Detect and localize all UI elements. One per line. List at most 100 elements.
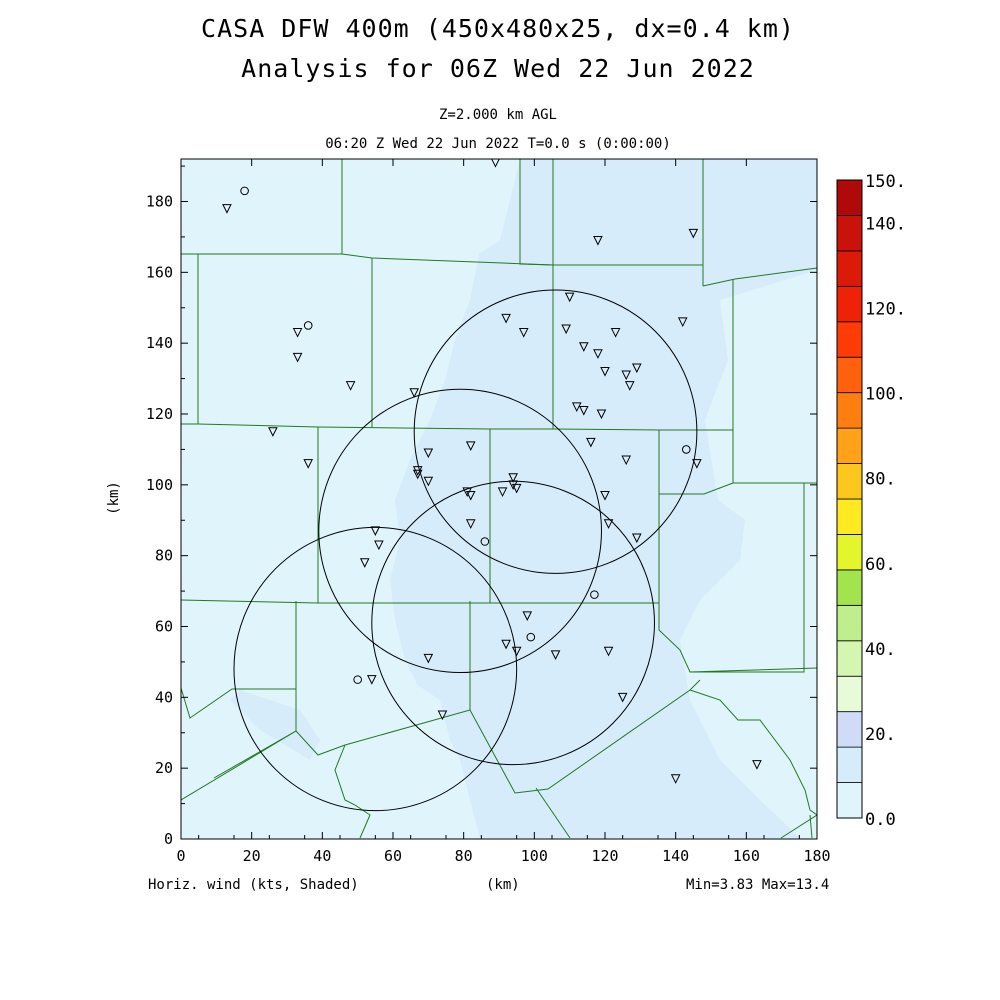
x-axis: 0 20 40 60 80 100 120 140 160 180	[176, 159, 831, 865]
station-circle-marker	[590, 590, 599, 599]
colorbar-swatch	[836, 285, 863, 323]
station-triangle-marker	[522, 611, 533, 621]
station-circle-marker	[303, 321, 313, 330]
colorbar-swatch	[836, 746, 863, 783]
station-triangle-marker	[292, 352, 303, 363]
colorbar-swatch	[836, 321, 863, 358]
station-triangle-marker	[465, 519, 476, 529]
colorbar-label: 20.	[865, 725, 896, 745]
station-triangle-marker	[564, 292, 575, 303]
colorbar-swatch	[836, 392, 863, 429]
wind-band-medium	[390, 159, 817, 838]
station-triangle-marker	[437, 710, 448, 721]
station-triangle-marker	[501, 639, 511, 650]
station-triangle-marker	[578, 342, 589, 352]
station-triangle-marker	[571, 402, 582, 413]
colorbar-swatch	[836, 569, 863, 606]
range-ring	[318, 388, 602, 674]
y-tick-label: 140	[146, 334, 173, 352]
chart-title-line2: Analysis for 06Z Wed 22 Jun 2022	[241, 54, 755, 83]
station-triangle-marker	[670, 774, 681, 784]
y-tick-label: 40	[155, 688, 173, 706]
chart-title-line1: CASA DFW 400m (450x480x25, dx=0.4 km)	[201, 14, 795, 43]
station-triangle-marker	[423, 653, 434, 664]
station-triangle-marker	[631, 533, 642, 544]
station-triangle-marker	[561, 324, 571, 335]
station-triangle-marker	[465, 490, 476, 501]
station-triangle-marker	[610, 328, 621, 338]
station-triangle-marker	[423, 476, 434, 487]
station-circle-marker	[240, 186, 249, 196]
colorbar: 150. 140. 120. 100. 80. 60. 40. 20. 0.0	[836, 172, 906, 830]
station-circle-marker	[681, 445, 691, 454]
station-triangle-marker	[621, 455, 632, 466]
station-triangle-marker	[631, 363, 642, 374]
station-triangle-marker	[600, 490, 610, 501]
station-circle-marker	[526, 632, 536, 642]
county-boundaries	[181, 159, 817, 839]
colorbar-label: 150.	[865, 172, 906, 192]
y-axis: 0 20 40 60 80 100 120 140 160 180	[146, 165, 817, 848]
y-tick-label: 160	[146, 263, 173, 281]
y-tick-label: 100	[146, 476, 173, 494]
y-tick-label: 20	[155, 759, 173, 777]
footer-variable-label: Horiz. wind (kts, Shaded)	[148, 877, 359, 893]
station-triangle-marker	[465, 441, 476, 451]
y-tick-label: 0	[164, 830, 173, 848]
station-triangle-marker	[303, 459, 314, 469]
station-triangle-marker	[593, 235, 603, 246]
colorbar-label: 0.0	[865, 810, 896, 830]
x-tick-label: 120	[591, 847, 618, 865]
colorbar-swatch	[836, 356, 863, 394]
colorbar-swatch	[836, 640, 863, 677]
colorbar-swatch	[836, 498, 863, 535]
station-triangle-marker	[222, 204, 232, 214]
station-circle-marker	[353, 675, 362, 684]
station-triangle-marker	[752, 760, 762, 770]
station-triangle-marker	[621, 370, 632, 381]
station-triangle-marker	[578, 405, 589, 416]
colorbar-swatch	[836, 711, 863, 748]
min-max-readout: Min=3.83 Max=13.4	[686, 877, 830, 893]
station-triangle-marker	[603, 519, 614, 529]
colorbar-label: 40.	[865, 640, 896, 660]
station-triangle-marker	[688, 228, 699, 239]
colorbar-swatch	[836, 427, 863, 464]
station-triangle-marker	[586, 437, 596, 448]
colorbar-swatch	[836, 250, 863, 287]
x-tick-label: 40	[313, 847, 331, 865]
x-tick-label: 100	[521, 847, 548, 865]
station-triangle-marker	[497, 487, 508, 498]
station-triangle-marker	[292, 328, 303, 338]
wind-field-shading	[181, 159, 817, 839]
station-triangle-marker	[501, 313, 511, 324]
station-triangle-marker	[491, 159, 500, 168]
y-tick-label: 80	[155, 547, 173, 565]
colorbar-label: 100.	[865, 385, 906, 405]
station-triangle-marker	[596, 409, 607, 420]
station-triangle-marker	[366, 675, 377, 685]
colorbar-swatch	[836, 534, 863, 571]
x-tick-label: 180	[803, 847, 830, 865]
station-triangle-marker	[518, 328, 529, 338]
station-triangle-marker	[345, 381, 356, 391]
station-triangle-marker	[268, 427, 278, 437]
station-triangle-marker	[423, 448, 434, 459]
colorbar-swatch	[836, 604, 863, 642]
station-triangle-marker	[603, 646, 614, 657]
wind-patch-west	[345, 159, 520, 838]
station-triangle-marker	[409, 388, 420, 398]
wind-patch-southwest	[230, 690, 320, 760]
range-ring	[413, 289, 698, 574]
colorbar-swatch	[836, 215, 863, 252]
observation-stations	[222, 159, 762, 784]
colorbar-label: 120.	[865, 300, 906, 320]
station-triangle-marker	[370, 526, 381, 536]
colorbar-label: 140.	[865, 215, 906, 235]
plot-frame	[180, 158, 818, 840]
station-circle-marker	[480, 537, 490, 546]
station-triangle-marker	[593, 349, 603, 359]
colorbar-label: 60.	[865, 555, 896, 575]
level-subtitle: Z=2.000 km AGL	[438, 107, 557, 123]
